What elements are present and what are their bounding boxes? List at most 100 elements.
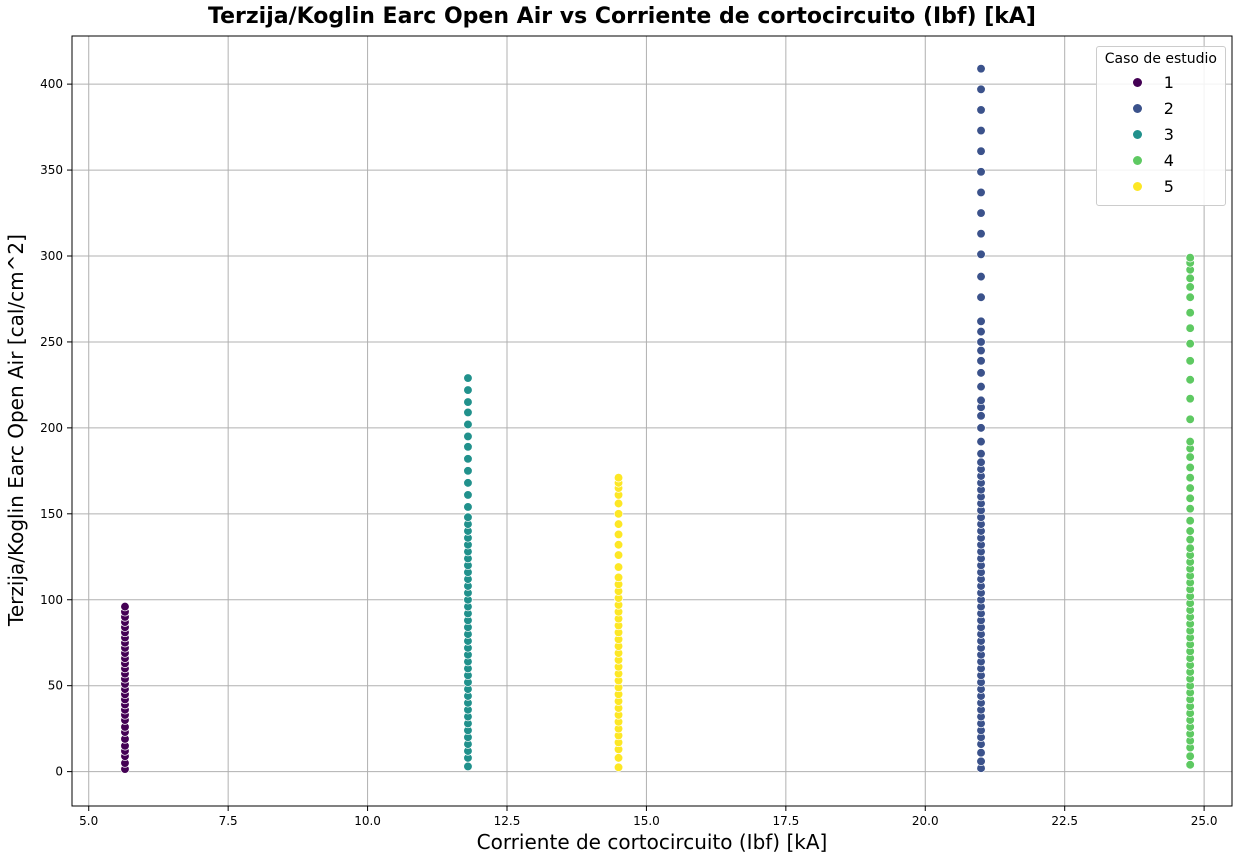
data-point-series-3 [463, 373, 473, 383]
data-point-series-3 [463, 397, 473, 407]
legend-label: 2 [1163, 98, 1174, 118]
data-point-series-3 [463, 490, 473, 500]
data-point-series-3 [463, 761, 473, 772]
data-point-series-4 [1185, 323, 1195, 333]
data-point-series-2 [976, 337, 986, 347]
data-point-series-2 [976, 105, 986, 115]
y-tick-label: 250 [40, 335, 63, 349]
data-point-series-2 [976, 457, 986, 467]
data-point-series-2 [976, 356, 986, 366]
data-point-series-4 [1185, 414, 1195, 424]
data-point-series-4 [1185, 394, 1195, 404]
data-point-series-2 [976, 411, 986, 421]
data-point-series-5 [613, 498, 624, 509]
x-tick-label: 5.0 [79, 814, 98, 828]
legend-label: 5 [1163, 176, 1174, 196]
legend: Caso de estudio 1 2 3 4 5 [1095, 46, 1226, 206]
y-tick-label: 200 [40, 421, 63, 435]
data-point-series-4 [1185, 493, 1195, 503]
legend-marker-icon [1132, 129, 1142, 139]
data-point-series-5 [613, 540, 624, 550]
plot-area [71, 35, 1233, 807]
data-point-series-3 [463, 512, 473, 522]
data-point-series-4 [1185, 253, 1195, 263]
y-tick-label: 0 [55, 765, 63, 779]
y-tick-label: 400 [40, 77, 63, 91]
data-point-series-4 [1185, 273, 1195, 283]
data-point-series-2 [976, 167, 986, 177]
legend-item-4: 4 [1105, 147, 1217, 173]
data-point-series-3 [463, 385, 473, 395]
data-point-series-4 [1185, 534, 1195, 545]
x-axis-label: Corriente de cortocircuito (Ibf) [kA] [476, 830, 828, 854]
legend-marker-icon [1132, 155, 1142, 165]
data-point-series-3 [463, 419, 473, 430]
data-point-series-4 [1185, 543, 1195, 553]
x-tick-label: 22.5 [1051, 814, 1078, 828]
data-point-series-2 [976, 125, 986, 136]
data-point-series-5 [613, 753, 624, 763]
x-tick-label: 15.0 [633, 814, 660, 828]
data-point-series-5 [613, 509, 624, 519]
data-point-series-2 [976, 381, 986, 392]
y-tick-label: 300 [40, 249, 63, 263]
data-point-series-4 [1185, 760, 1195, 770]
chart-title: Terzija/Koglin Earc Open Air vs Corrient… [208, 4, 1036, 29]
data-point-series-2 [976, 316, 986, 326]
data-point-series-3 [463, 454, 473, 464]
data-point-series-2 [976, 229, 986, 239]
data-points [120, 64, 1195, 774]
data-point-series-2 [976, 449, 986, 459]
data-point-series-4 [1185, 452, 1195, 462]
data-point-series-4 [1185, 504, 1195, 514]
data-point-series-4 [1185, 516, 1195, 526]
legend-item-5: 5 [1105, 173, 1217, 199]
legend-label: 3 [1163, 124, 1174, 144]
data-point-series-4 [1185, 282, 1195, 292]
data-point-series-4 [1185, 339, 1195, 349]
data-point-series-5 [613, 562, 624, 572]
data-point-series-5 [613, 519, 624, 529]
data-point-series-2 [976, 249, 986, 259]
data-point-series-4 [1185, 526, 1195, 536]
x-tick-label: 25.0 [1191, 814, 1218, 828]
y-tick-label: 350 [40, 163, 63, 177]
data-point-series-2 [976, 436, 986, 447]
x-tick-label: 17.5 [772, 814, 799, 828]
legend-marker-icon [1132, 181, 1142, 191]
data-point-series-1 [120, 601, 130, 612]
legend-marker-icon [1132, 77, 1142, 87]
data-point-series-4 [1185, 483, 1195, 493]
data-point-series-4 [1185, 462, 1195, 473]
y-axis-label: Terzija/Koglin Earc Open Air [cal/cm^2] [4, 234, 28, 626]
y-tick-label: 150 [40, 507, 63, 521]
data-point-series-4 [1185, 436, 1195, 447]
data-point-series-3 [463, 407, 473, 418]
axis-ticks: 5.0 7.5 10.0 12.5 15.0 17.5 20.0 22.5 25.0 0 50 100… [40, 77, 1217, 828]
data-point-series-2 [976, 756, 986, 766]
legend-label: 4 [1163, 150, 1174, 170]
data-point-series-2 [976, 64, 986, 74]
data-point-series-5 [613, 550, 624, 560]
data-point-series-4 [1185, 292, 1195, 302]
data-point-series-2 [976, 84, 986, 94]
data-point-series-5 [613, 529, 624, 540]
data-point-series-3 [463, 442, 473, 452]
data-point-series-3 [463, 478, 473, 488]
data-point-series-3 [463, 466, 473, 476]
legend-label: 1 [1163, 72, 1174, 92]
x-tick-label: 10.0 [354, 814, 381, 828]
legend-marker-icon [1132, 103, 1142, 113]
data-point-series-2 [976, 208, 986, 218]
data-point-series-5 [613, 762, 624, 772]
data-point-series-5 [613, 572, 624, 583]
legend-item-1: 1 [1105, 69, 1217, 95]
data-point-series-3 [463, 431, 473, 442]
x-tick-label: 12.5 [494, 814, 521, 828]
grid [72, 36, 1232, 806]
data-point-series-3 [463, 502, 473, 512]
data-point-series-2 [976, 368, 986, 378]
data-point-series-2 [976, 326, 986, 337]
data-point-series-4 [1185, 473, 1195, 483]
